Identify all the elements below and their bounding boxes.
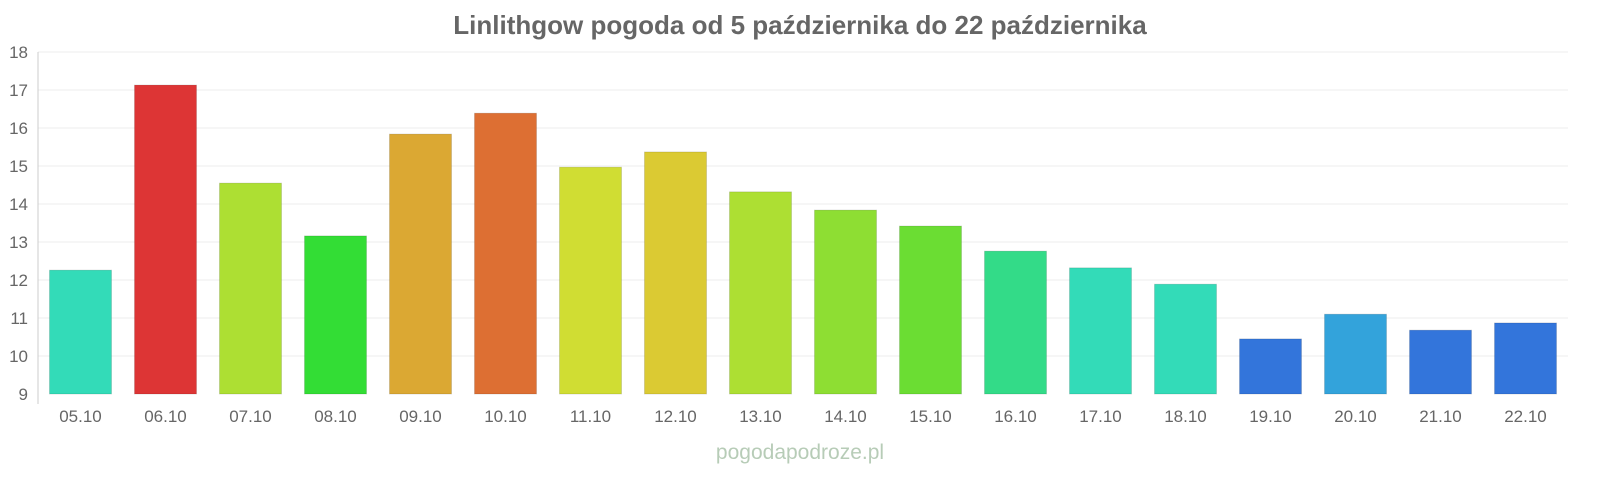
- x-tick-label: 19.10: [1249, 407, 1292, 426]
- y-tick-label: 11: [10, 309, 28, 328]
- y-tick-label: 18: [9, 43, 28, 62]
- x-tick-label: 18.10: [1164, 407, 1207, 426]
- bar: [1154, 283, 1217, 395]
- x-tick-label: 06.10: [144, 407, 187, 426]
- y-tick-label: 13: [9, 233, 28, 252]
- bar: [134, 84, 197, 395]
- chart-title: Linlithgow pogoda od 5 października do 2…: [453, 10, 1147, 40]
- y-tick-label: 9: [19, 385, 28, 404]
- x-tick-label: 17.10: [1079, 407, 1122, 426]
- bar: [1409, 329, 1472, 395]
- x-tick-label: 14.10: [824, 407, 867, 426]
- bar: [1324, 313, 1387, 395]
- bar: [814, 209, 877, 395]
- y-tick-label: 10: [9, 347, 28, 366]
- bar: [984, 250, 1047, 395]
- x-tick-label: 21.10: [1419, 407, 1462, 426]
- watermark: pogodapodroze.pl: [715, 441, 885, 464]
- x-tick-label: 07.10: [229, 407, 272, 426]
- x-tick-label: 22.10: [1504, 407, 1547, 426]
- bar: [1069, 267, 1132, 395]
- bar: [49, 269, 112, 395]
- x-tick-label: 13.10: [739, 407, 782, 426]
- y-tick-label: 12: [9, 271, 28, 290]
- x-tick-label: 10.10: [484, 407, 527, 426]
- x-tick-label: 12.10: [654, 407, 697, 426]
- x-tick-label: 05.10: [59, 407, 102, 426]
- y-tick-label: 14: [9, 195, 28, 214]
- x-tick-label: 08.10: [314, 407, 357, 426]
- bar: [1494, 322, 1557, 395]
- bar: [729, 191, 792, 395]
- x-tick-label: 09.10: [399, 407, 442, 426]
- x-tick-label: 11.10: [570, 407, 611, 426]
- y-tick-label: 17: [9, 81, 28, 100]
- bar: [559, 166, 622, 395]
- x-tick-label: 16.10: [994, 407, 1037, 426]
- bar: [219, 182, 282, 395]
- y-tick-label: 16: [9, 119, 28, 138]
- x-tick-label: 20.10: [1334, 407, 1377, 426]
- bar: [304, 235, 367, 395]
- bar: [899, 225, 962, 395]
- bar: [474, 112, 537, 395]
- bar: [644, 151, 707, 395]
- bar: [389, 133, 452, 395]
- bar: [1239, 338, 1302, 395]
- x-tick-label: 15.10: [909, 407, 952, 426]
- y-tick-label: 15: [9, 157, 28, 176]
